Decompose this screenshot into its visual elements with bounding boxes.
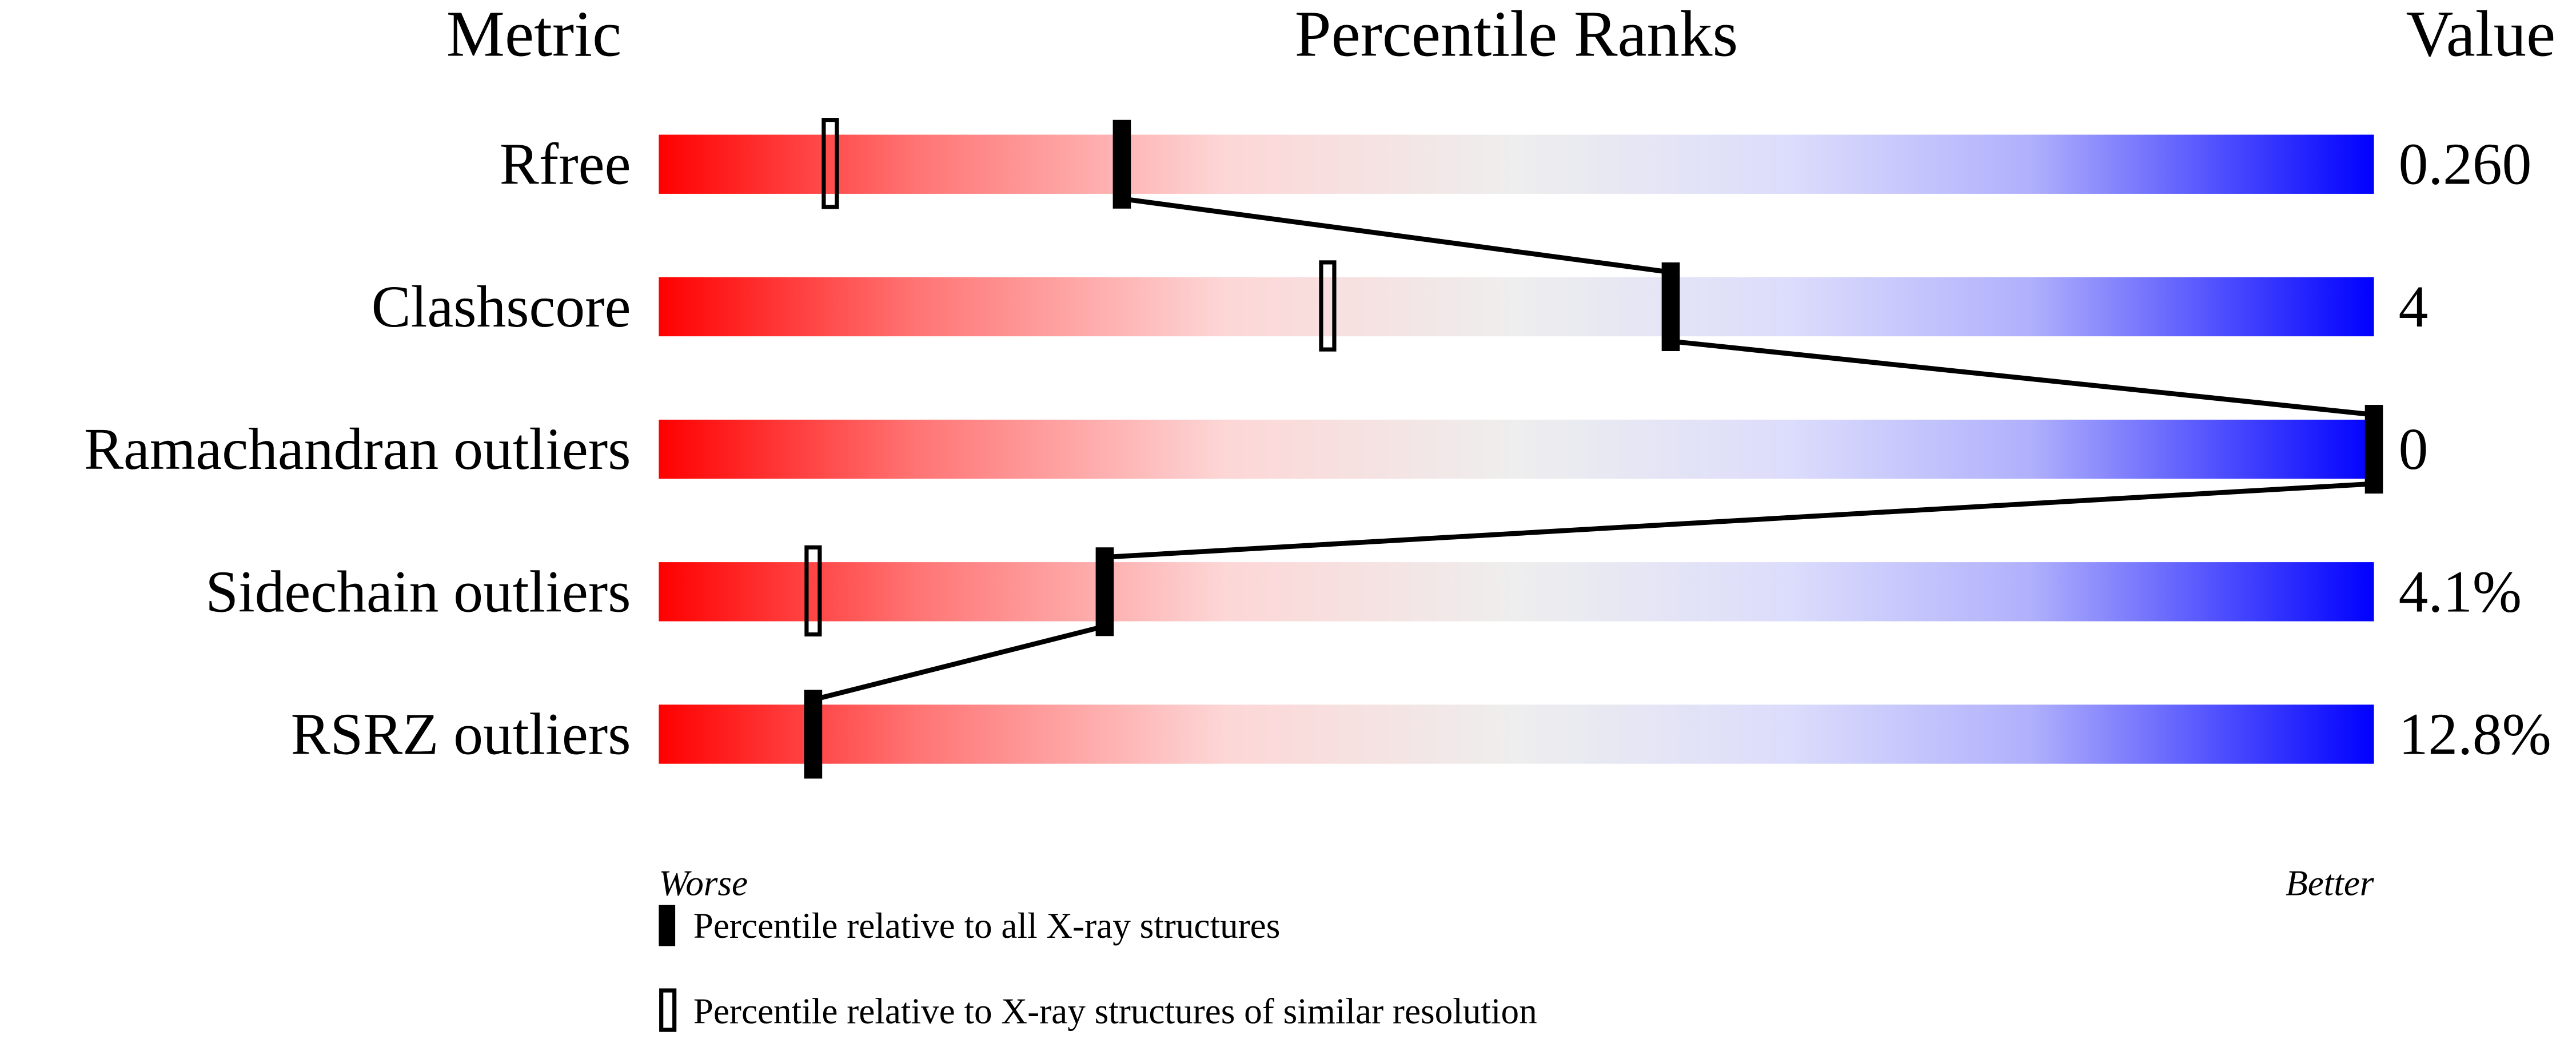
metric-label: Ramachandran outliers: [84, 417, 631, 482]
connector-line: [812, 623, 1106, 702]
worse-label: Worse: [659, 863, 748, 903]
metric-label: Clashscore: [372, 274, 631, 340]
connector-line: [1670, 339, 2374, 417]
header-metric: Metric: [446, 0, 621, 70]
legend-similar-label: Percentile relative to X-ray structures …: [693, 992, 1537, 1032]
all-structures-marker: [1112, 120, 1131, 209]
metric-label: Rfree: [500, 132, 631, 197]
similar-resolution-marker: [822, 118, 839, 209]
metric-value: 4: [2399, 274, 2429, 340]
percentile-bar: [659, 419, 2374, 479]
metric-label: RSRZ outliers: [291, 702, 631, 767]
similar-resolution-marker: [1319, 260, 1337, 352]
all-structures-marker: [2364, 405, 2383, 494]
connector-line: [1104, 481, 2374, 560]
header-percentile-ranks: Percentile Ranks: [1295, 0, 1738, 70]
percentile-connector-lines: [812, 196, 2374, 702]
metric-value: 4.1%: [2399, 559, 2522, 624]
better-label: Better: [2286, 863, 2374, 903]
all-structures-marker: [1661, 262, 1680, 351]
metric-label: Sidechain outliers: [205, 559, 631, 624]
all-structures-marker: [1095, 547, 1114, 636]
legend-all-label: Percentile relative to all X-ray structu…: [693, 906, 1281, 946]
similar-resolution-marker: [804, 545, 822, 637]
all-structures-marker: [804, 690, 823, 779]
metric-value: 0.260: [2399, 132, 2532, 197]
legend-filled-marker: [659, 905, 676, 946]
legend-open-marker: [659, 988, 677, 1032]
percentile-bar: [659, 277, 2374, 337]
header-value: Value: [2406, 0, 2555, 70]
metric-value: 12.8%: [2399, 702, 2551, 767]
percentile-bar: [659, 562, 2374, 622]
percentile-bar: [659, 704, 2374, 764]
metric-rows: Rfree 0.260 Clashscore 4 Ramachandran outlie…: [84, 132, 2551, 767]
connector-line: [1121, 196, 1672, 275]
percentile-markers: [804, 118, 2383, 779]
metric-value: 0: [2399, 417, 2429, 482]
percentile-bar: [659, 134, 2374, 194]
